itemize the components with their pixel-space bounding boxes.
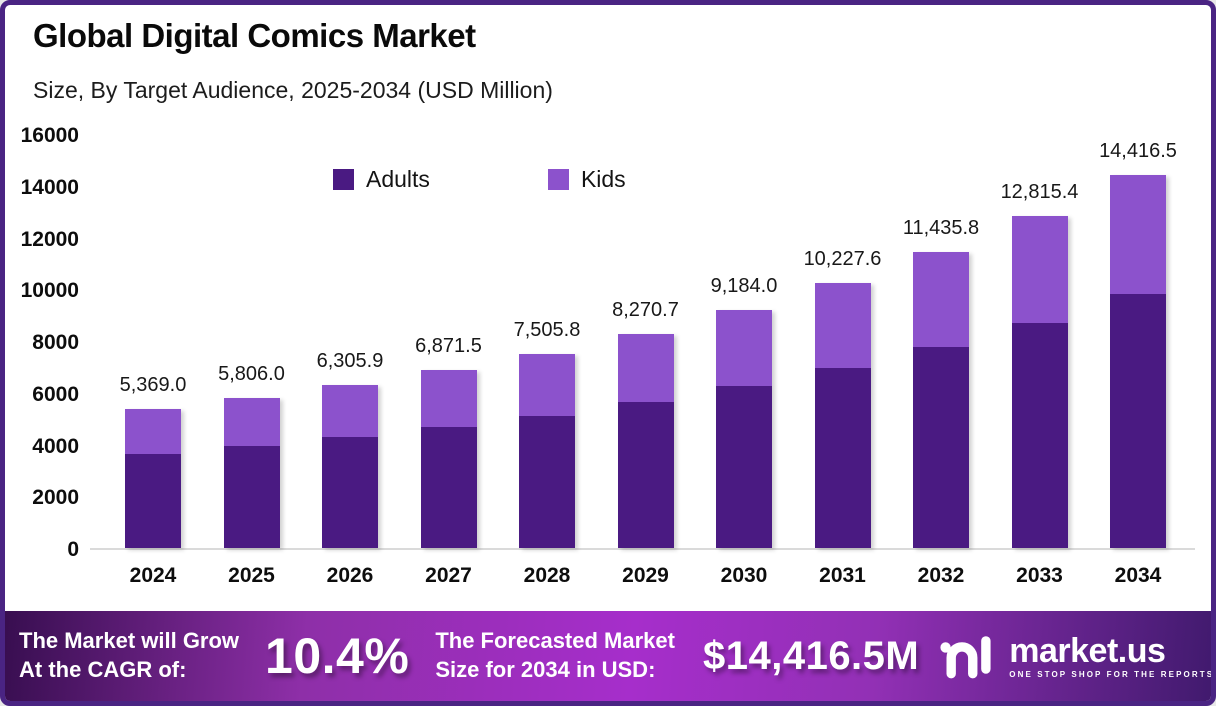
bar-2034 <box>1110 174 1166 548</box>
x-label-2034: 2034 <box>1114 564 1162 587</box>
cagr-label-line1: The Market will Grow <box>19 628 240 654</box>
y-tick-0: 0 <box>67 538 79 561</box>
bar-2024 <box>125 409 181 548</box>
x-label-2032: 2032 <box>917 564 965 587</box>
x-label-2026: 2026 <box>326 564 374 587</box>
x-label-2033: 2033 <box>1016 564 1063 587</box>
bar-2032 <box>913 252 969 548</box>
bar-2026 <box>322 384 378 548</box>
total-label-2033: 12,815.4 <box>1000 181 1079 204</box>
bar-2033-adults-segment <box>1011 322 1068 548</box>
forecast-label-line1: The Forecasted Market <box>435 628 675 654</box>
adults-swatch-icon <box>333 169 354 190</box>
cagr-value: 10.4% <box>265 628 410 684</box>
bar-2028-adults-segment <box>519 415 575 548</box>
y-tick-2000: 2000 <box>32 486 79 510</box>
bar-2027 <box>420 370 477 548</box>
cagr-label-line2: At the CAGR of: <box>19 657 187 682</box>
bar-2026-adults-segment <box>322 437 378 548</box>
brand-name: market.us <box>1009 631 1166 670</box>
bar-2033 <box>1011 216 1068 548</box>
y-tick-16000: 16000 <box>20 124 79 147</box>
y-axis: 0 2000 4000 6000 8000 10000 12000 14000 16000 <box>5 124 81 561</box>
bar-2029-adults-segment <box>617 402 674 548</box>
brand-text: market.us ONE STOP SHOP FOR THE REPORTS <box>1009 631 1215 679</box>
brand-tagline: ONE STOP SHOP FOR THE REPORTS <box>1009 669 1215 679</box>
y-tick-10000: 10000 <box>20 279 79 303</box>
marketus-logo-icon <box>939 629 999 684</box>
bar-2031 <box>814 283 871 548</box>
total-label-2029: 8,270.7 <box>612 299 679 321</box>
bar-2027-adults-segment <box>420 427 477 548</box>
total-label-2027: 6,871.5 <box>415 335 482 358</box>
page-subtitle: Size, By Target Audience, 2025-2034 (USD… <box>33 77 553 103</box>
forecast-value: $14,416.5M <box>702 633 920 678</box>
footer-banner: The Market will Grow At the CAGR of: 10.… <box>5 611 1211 701</box>
legend-item-kids: Kids <box>547 166 626 193</box>
total-label-2032: 11,435.8 <box>902 217 980 240</box>
total-label-2031: 10,227.6 <box>803 248 882 271</box>
bar-2034-adults-segment <box>1110 294 1166 548</box>
bar-2031-adults-segment <box>814 368 871 548</box>
legend-label-adults: Adults <box>366 166 430 192</box>
y-tick-6000: 6000 <box>32 382 79 406</box>
bar-2024-adults-segment <box>125 453 181 548</box>
bar-2030-adults-segment <box>716 386 772 548</box>
total-label-2024: 5,369.0 <box>119 374 187 397</box>
x-label-2024: 2024 <box>129 564 177 587</box>
x-label-2031: 2031 <box>819 564 866 587</box>
forecast-label-line2: Size for 2034 in USD: <box>435 657 656 682</box>
bar-2025 <box>223 397 280 548</box>
bar-2029 <box>617 334 674 548</box>
bar-2032-adults-segment <box>913 346 969 548</box>
x-label-2028: 2028 <box>523 564 571 587</box>
y-tick-14000: 14000 <box>20 175 79 199</box>
total-label-2026: 6,305.9 <box>316 349 384 372</box>
y-tick-12000: 12000 <box>20 227 79 251</box>
bar-2028 <box>519 353 575 548</box>
y-tick-8000: 8000 <box>32 331 79 354</box>
page-title: Global Digital Comics Market <box>33 17 476 54</box>
forecast-label: The Forecasted Market Size for 2034 in U… <box>435 627 675 684</box>
x-label-2030: 2030 <box>720 564 768 587</box>
bar-2030 <box>716 310 772 548</box>
x-label-2029: 2029 <box>622 564 669 587</box>
total-label-2025: 5,806.0 <box>218 362 285 385</box>
legend-label-kids: Kids <box>580 166 626 192</box>
total-label-2034: 14,416.5 <box>1099 139 1177 162</box>
chart-legend: Adults Kids <box>333 166 626 193</box>
kids-swatch-icon <box>547 169 569 190</box>
legend-item-adults: Adults <box>333 166 430 193</box>
brand-logo: market.us ONE STOP SHOP FOR THE REPORTS <box>939 629 1215 684</box>
bar-2025-adults-segment <box>223 445 280 548</box>
plot-area: Adults Kids 5,369.0 2024 5,806.0 2025 6,305.… <box>90 136 1195 587</box>
total-label-2028: 7,505.8 <box>513 318 581 341</box>
cagr-label: The Market will Grow At the CAGR of: <box>19 627 239 684</box>
total-label-2030: 9,184.0 <box>710 275 778 298</box>
y-tick-4000: 4000 <box>32 434 79 458</box>
x-label-2027: 2027 <box>425 564 472 587</box>
x-label-2025: 2025 <box>228 564 275 587</box>
